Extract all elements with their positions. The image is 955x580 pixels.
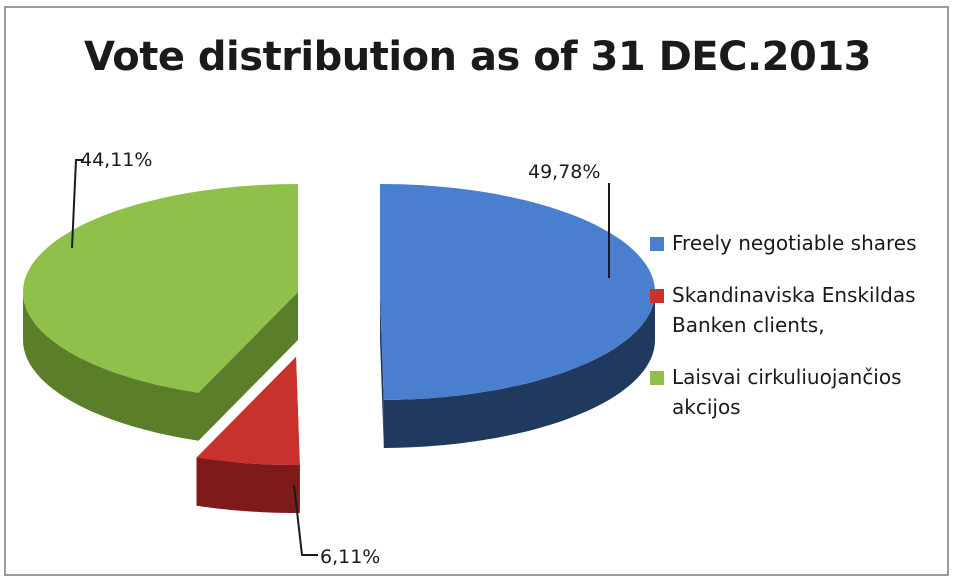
leader-line	[71, 159, 84, 249]
chart-title: Vote distribution as of 31 DEC.2013	[84, 34, 872, 80]
legend-label: Laisvai cirkuliuojančios akcijos	[672, 365, 902, 419]
legend-label: Freely negotiable shares	[672, 231, 917, 255]
pie-slice-laisvai-side	[23, 292, 199, 441]
pie-slice-seb-clients-side	[196, 457, 300, 513]
pie-slice-freely-negotiable-top	[380, 184, 655, 400]
legend-item-seb-clients: Skandinaviska Enskildas Banken clients,	[650, 280, 950, 340]
legend-swatch-green	[650, 371, 664, 385]
data-label-freely-negotiable: 49,78%	[528, 161, 600, 183]
legend-swatch-red	[650, 289, 664, 303]
legend-label: Skandinaviska Enskildas Banken clients,	[672, 283, 916, 337]
pie-slice-seb-clients-top	[196, 357, 300, 465]
chart-legend: Freely negotiable shares Skandinaviska E…	[650, 228, 950, 422]
pie-slice-laisvai-cut-face-0	[198, 292, 298, 441]
leader-line	[293, 484, 318, 556]
pie-slice-freely-negotiable-cut-face-1	[380, 292, 384, 448]
legend-swatch-blue	[650, 237, 664, 251]
pie-slice-laisvai-top	[23, 184, 298, 393]
data-label-seb-clients: 6,11%	[320, 546, 380, 568]
legend-item-laisvai: Laisvai cirkuliuojančios akcijos	[650, 362, 950, 422]
data-label-laisvai: 44,11%	[80, 149, 152, 171]
pie-slice-freely-negotiable-side	[383, 292, 655, 448]
legend-item-freely-negotiable: Freely negotiable shares	[650, 228, 950, 258]
